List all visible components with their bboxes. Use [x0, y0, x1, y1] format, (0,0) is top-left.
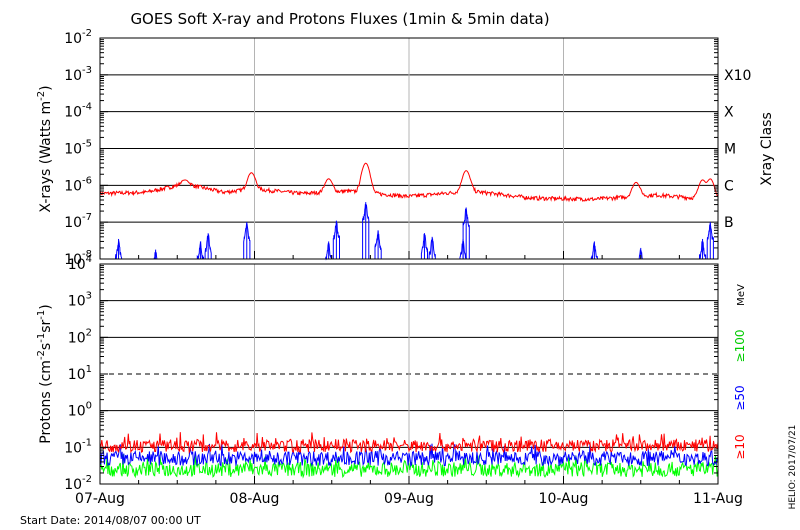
x-tick-label: 10-Aug	[539, 491, 589, 507]
xray-y-tick-label: 10-4	[64, 102, 92, 121]
xray-y-tick-label: 10-3	[64, 65, 92, 84]
proton-right-axis-title: MeV	[736, 284, 747, 306]
proton-series-1	[99, 443, 719, 468]
proton-y-ticks: 10-2 10-1 100 101 102 103 104	[64, 254, 718, 493]
x-tick-label: 11-Aug	[693, 491, 743, 507]
credit-label: HELIO: 2017/07/21	[788, 425, 798, 510]
xray-y-axis-label: X-rays (Watts m-2)	[36, 85, 54, 212]
proton-y-tick-label: 101	[68, 364, 92, 383]
xray-class-label: M	[724, 142, 736, 158]
xray-class-labels: B C M X X10	[724, 68, 751, 231]
xray-class-label: X	[724, 105, 734, 121]
proton-y-tick-label: 100	[68, 401, 92, 420]
proton-series-0	[99, 432, 719, 455]
xray-class-label: B	[724, 215, 734, 231]
xray-panel: 10-8 10-7 10-6 10-5 10-4 10-3 10-2 B C M X X10 Xra…	[36, 28, 775, 268]
xray-y-tick-label: 10-2	[64, 28, 92, 47]
xray-long-series	[99, 162, 719, 203]
proton-y-axis-label: Protons (cm-2s-1sr-1)	[36, 304, 54, 443]
x-tick-label: 08-Aug	[230, 491, 280, 507]
xray-class-label: C	[724, 178, 734, 194]
proton-y-tick-label: 104	[68, 254, 92, 273]
xray-y-tick-label: 10-6	[64, 175, 92, 194]
proton-panel: 10-2 10-1 100 101 102 103 104 MeV ≥100 ≥50 ≥10…	[36, 254, 747, 493]
proton-y-tick-label: 102	[68, 327, 92, 346]
chart-title: GOES Soft X-ray and Protons Fluxes (1min…	[130, 10, 549, 28]
xray-class-label: X10	[724, 68, 751, 84]
xray-y-tick-label: 10-8	[64, 249, 92, 268]
energy-label-100: ≥100	[733, 330, 747, 363]
x-axis-ticks: 07-Aug 08-Aug 09-Aug 10-Aug 11-Aug	[75, 251, 743, 507]
proton-y-tick-label: 10-2	[64, 474, 92, 493]
energy-label-50: ≥50	[733, 385, 747, 410]
proton-series	[99, 432, 719, 479]
xray-y-tick-label: 10-5	[64, 139, 92, 158]
xray-y-ticks: 10-8 10-7 10-6 10-5 10-4 10-3 10-2	[64, 28, 718, 268]
proton-series-2	[99, 454, 719, 479]
proton-y-tick-label: 103	[68, 291, 92, 310]
energy-label-10: ≥10	[733, 434, 747, 459]
proton-y-tick-label: 10-1	[64, 437, 92, 456]
start-date: Start Date: 2014/08/07 00:00 UT	[20, 514, 201, 527]
xray-grid	[100, 38, 718, 259]
x-tick-label: 07-Aug	[75, 491, 125, 507]
xray-right-axis-title: Xray Class	[759, 112, 775, 186]
xray-y-tick-label: 10-7	[64, 212, 92, 231]
x-tick-label: 09-Aug	[384, 491, 434, 507]
